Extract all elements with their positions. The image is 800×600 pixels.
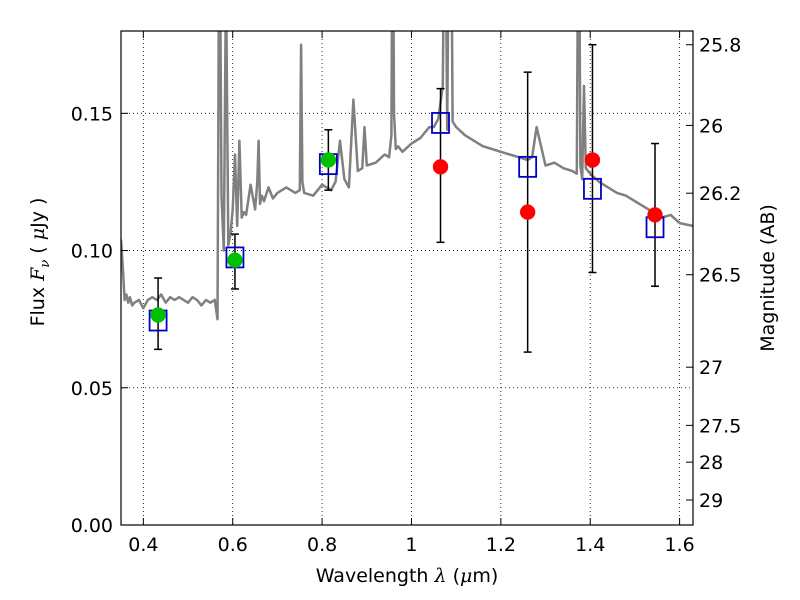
grid-lines [121,31,693,525]
y-tick-label: 0.15 [71,103,113,125]
y2-tick-label: 26 [699,115,723,137]
y-tick-label: 0.10 [71,241,113,263]
point-layer [148,112,665,332]
x-tick-label: 0.6 [218,534,248,556]
x-tick-label: 1.4 [575,534,605,556]
model-square-point [518,155,538,178]
x-tick-label: 1 [405,534,417,556]
y2-tick-label: 25.8 [699,35,741,57]
observed-green-point [320,152,337,168]
observed-red-point [519,204,536,220]
x-tick-label: 1.6 [664,534,694,556]
y2-tick-label: 27.5 [699,415,741,437]
x-tick-label: 0.8 [307,534,337,556]
y2-tick-label: 26.2 [699,183,741,205]
observed-green-point [150,307,166,323]
y2-tick-label: 27 [699,357,723,379]
observed-red-point [432,159,449,175]
tick-layer: 0.4 0.6 0.8 1 1.2 1.4 1.6 0.00 0.05 0.10 0.15 25.8 2… [71,31,741,556]
y2-tick-label: 26.5 [699,265,741,287]
y2-tick-label: 28 [699,452,723,474]
x-tick-label: 1.2 [486,534,516,556]
spectrum-line [121,31,693,321]
model-square-point [583,177,602,200]
y-tick-label: 0.00 [71,515,113,537]
model-square-point [431,112,450,134]
observed-red-point [647,207,663,223]
x-axis-label: Wavelength λ (μm) [316,565,499,587]
observed-green-point [227,252,243,268]
y-tick-label: 0.05 [71,378,113,400]
observed-red-point [584,152,601,168]
spectrum-layer [121,31,693,321]
plot-frame [120,30,694,526]
y2-axis-label: Magnitude (AB) [757,204,779,352]
x-tick-label: 0.4 [128,534,158,556]
y2-tick-label: 29 [699,490,723,512]
y-axis-label: Flux Fν ( μJy ) [27,198,53,327]
